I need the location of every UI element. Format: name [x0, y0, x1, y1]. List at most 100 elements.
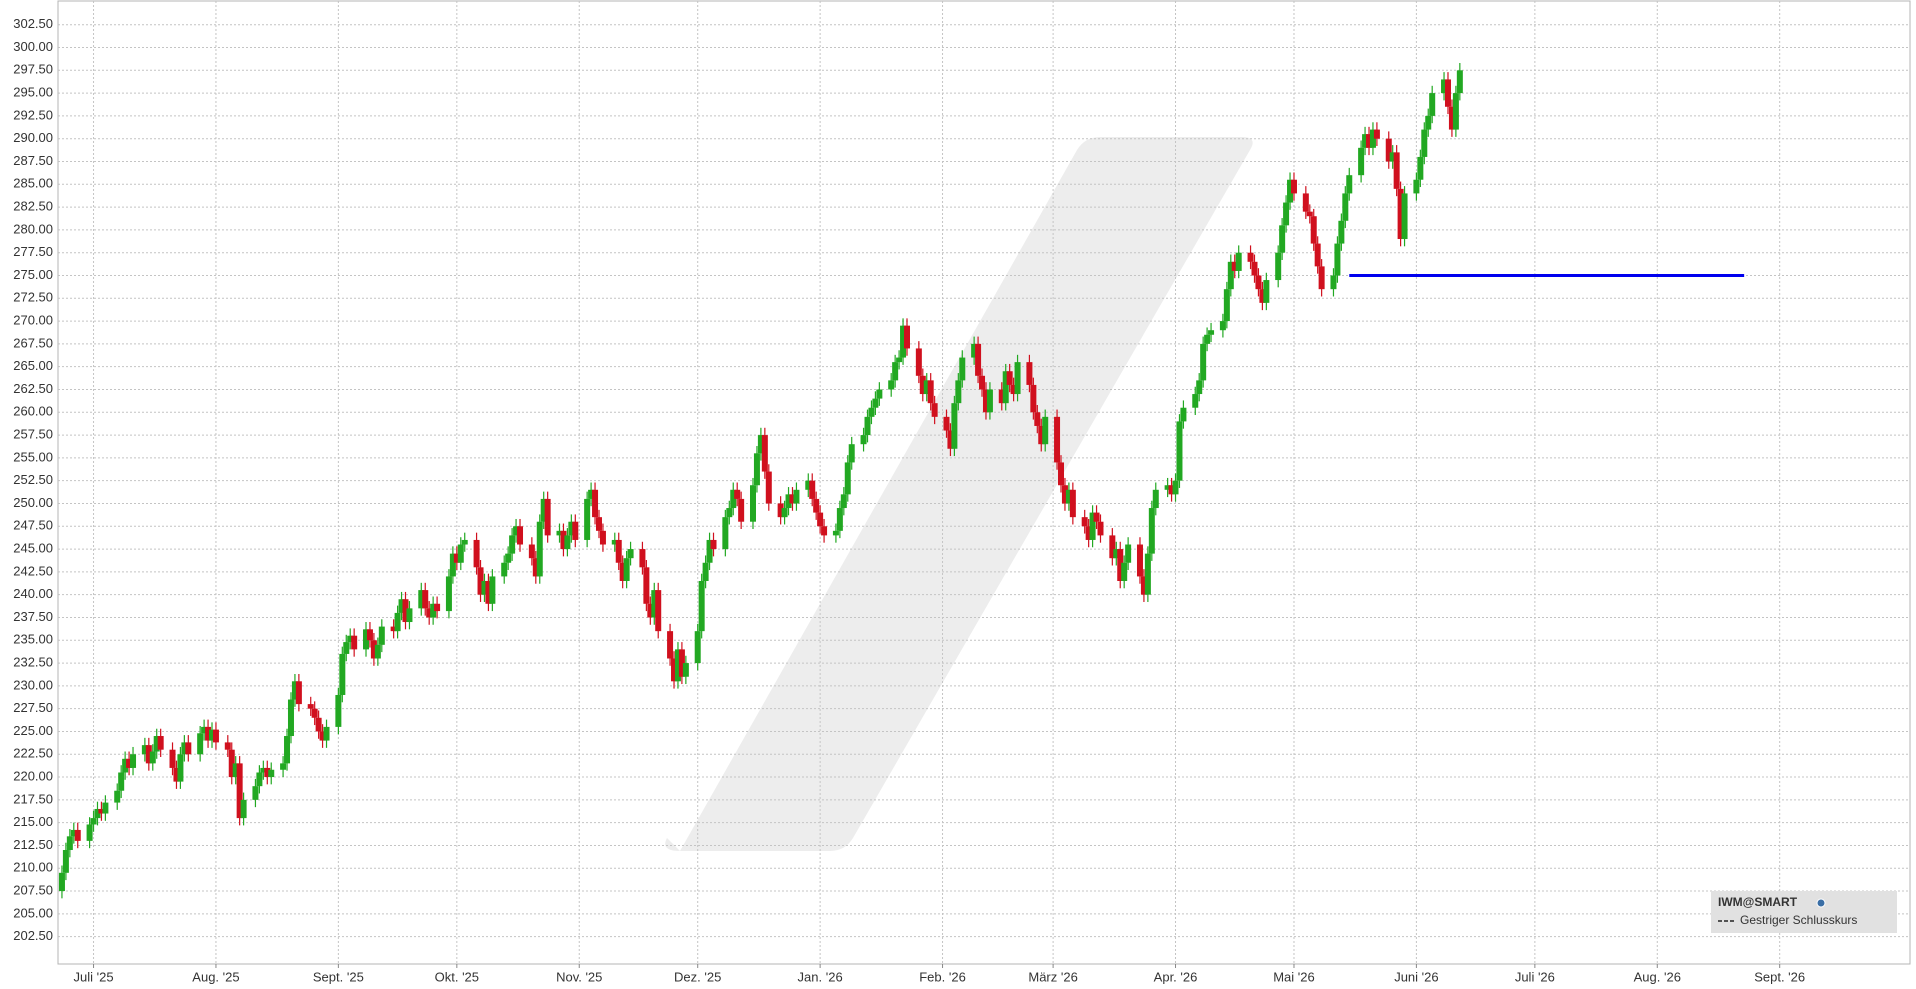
candle-body — [738, 498, 745, 522]
candle-body — [671, 658, 678, 682]
legend-icon — [1816, 898, 1826, 908]
candle-body — [892, 362, 899, 381]
candle-body — [1401, 193, 1408, 240]
y-tick-label: 237.50 — [13, 609, 53, 624]
candle-body — [592, 489, 599, 518]
candle-body — [927, 380, 934, 404]
candle-body — [568, 521, 575, 536]
y-tick-label: 217.50 — [13, 791, 53, 806]
legend-label: Gestriger Schlusskurs — [1740, 913, 1857, 927]
candle-body — [1058, 462, 1065, 486]
candle-body — [1208, 330, 1215, 335]
candle-body — [667, 631, 674, 659]
y-tick-label: 220.00 — [13, 768, 53, 783]
candle-body — [1279, 225, 1286, 253]
candle-body — [1192, 394, 1199, 408]
y-tick-label: 227.50 — [13, 700, 53, 715]
y-tick-label: 207.50 — [13, 882, 53, 897]
candle-body — [1385, 138, 1392, 162]
x-tick-label: Sept. '25 — [313, 969, 364, 984]
candle-body — [260, 767, 267, 773]
candle-body — [599, 530, 606, 545]
candle-body — [1109, 535, 1116, 559]
candle-body — [149, 751, 156, 764]
candle-body — [434, 603, 441, 612]
candle-body — [1290, 179, 1297, 194]
candle-body — [1061, 485, 1068, 504]
candle-body — [710, 539, 717, 550]
candle-body — [1417, 156, 1424, 180]
candle-body — [1069, 489, 1076, 518]
y-tick-label: 222.50 — [13, 746, 53, 761]
candle-body — [1196, 380, 1203, 395]
candle-body — [1389, 152, 1396, 162]
candle-body — [1334, 243, 1341, 276]
candle-body — [536, 521, 543, 577]
candle-body — [1117, 549, 1124, 581]
candle-body — [611, 539, 618, 545]
candle-body — [1287, 179, 1294, 203]
candle-body — [169, 749, 176, 768]
candle-body — [749, 485, 756, 522]
candle-body — [363, 629, 370, 650]
candle-body — [1121, 562, 1128, 581]
candle-body — [595, 517, 602, 531]
candle-body — [840, 494, 847, 509]
candle-body — [477, 567, 484, 595]
candle-body — [461, 539, 468, 545]
y-tick-label: 260.00 — [13, 404, 53, 419]
candle-body — [986, 389, 993, 413]
candle-body — [734, 489, 741, 499]
y-tick-label: 215.00 — [13, 814, 53, 829]
candle-body — [1200, 343, 1207, 381]
candle-body — [1444, 79, 1451, 107]
x-tick-label: Juni '26 — [1394, 969, 1438, 984]
y-tick-label: 285.00 — [13, 176, 53, 191]
candle-body — [430, 603, 437, 618]
candle-body — [615, 539, 622, 563]
candle-body — [489, 576, 496, 604]
candle-body — [556, 530, 563, 536]
candle-body — [398, 599, 405, 613]
candle-body — [1302, 193, 1309, 212]
candle-body — [181, 742, 188, 755]
watermark — [665, 137, 1253, 851]
candle-body — [1227, 261, 1234, 290]
candle-body — [643, 567, 650, 604]
candle-body — [1275, 252, 1282, 281]
candle-body — [1263, 280, 1270, 303]
candle-body — [1097, 521, 1104, 536]
y-tick-label: 292.50 — [13, 107, 53, 122]
y-tick-label: 265.00 — [13, 358, 53, 373]
candle-body — [813, 498, 820, 513]
candle-body — [1393, 152, 1400, 189]
y-tick-label: 210.00 — [13, 860, 53, 875]
candle-body — [426, 608, 433, 618]
candle-body — [706, 539, 713, 563]
candle-body — [722, 517, 729, 550]
candle-body — [627, 549, 634, 559]
candle-body — [141, 745, 148, 755]
candle-body — [1413, 179, 1420, 194]
candle-body — [66, 836, 73, 851]
candle-body — [252, 786, 259, 800]
candle-body — [1093, 512, 1100, 522]
candle-body — [473, 539, 480, 568]
candle-body — [1148, 508, 1155, 554]
candle-body — [295, 681, 302, 705]
candle-body — [572, 521, 579, 540]
candle-body — [114, 790, 121, 803]
candle-body — [1425, 115, 1432, 130]
candle-body — [366, 629, 373, 641]
candle-body — [86, 824, 93, 841]
candle-body — [540, 498, 547, 522]
candle-body — [781, 508, 788, 518]
candle-body — [339, 653, 346, 695]
candle-body — [678, 649, 685, 677]
y-tick-label: 242.50 — [13, 563, 53, 578]
candle-body — [1358, 147, 1365, 176]
candle-body — [647, 603, 654, 618]
candle-body — [291, 681, 298, 700]
candle-body — [730, 489, 737, 509]
candle-body — [1369, 129, 1376, 148]
